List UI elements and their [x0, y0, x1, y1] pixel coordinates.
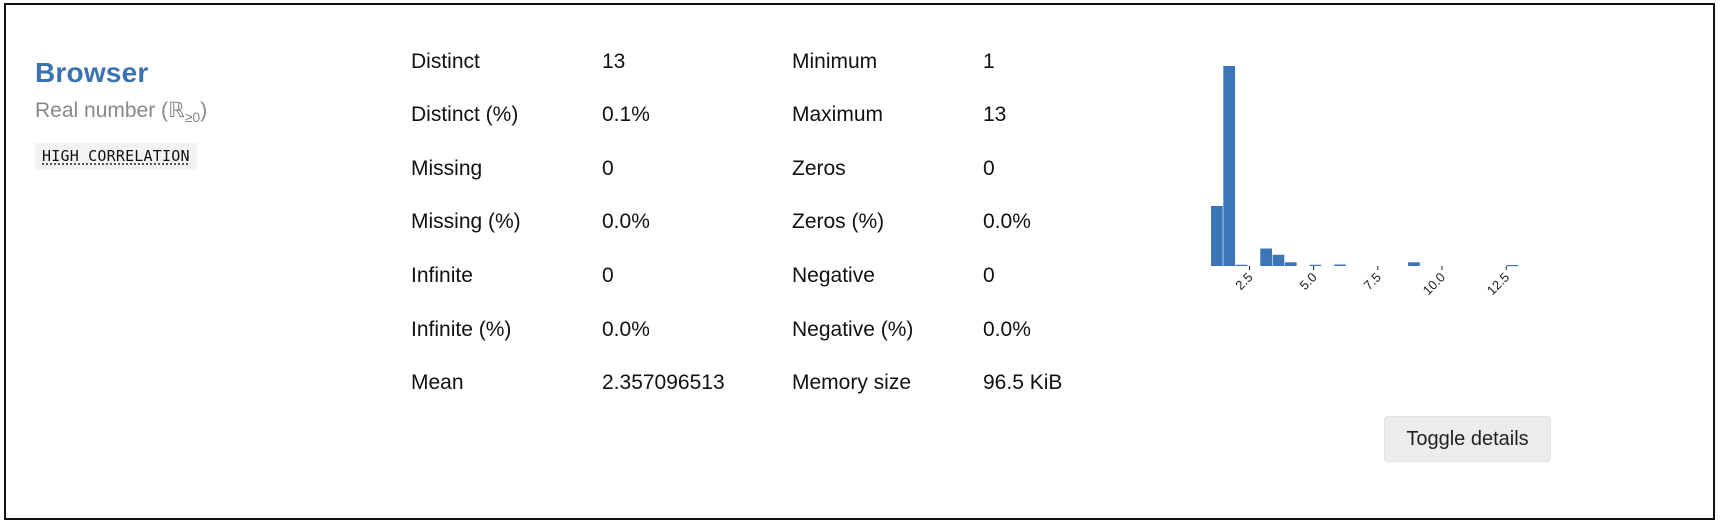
variable-card: Browser Real number (ℝ≥0) HIGH CORRELATI…	[4, 3, 1715, 520]
stat-value-negative-pct: 0.0%	[983, 318, 1031, 341]
x-tick-label: 5.0	[1296, 270, 1319, 293]
stat-value-zeros: 0	[983, 157, 995, 180]
stat-label-zeros: Zeros	[792, 157, 846, 180]
histogram-bar	[1334, 264, 1346, 266]
x-tick-label: 7.5	[1361, 270, 1384, 293]
histogram-chart[interactable]: 2.5 5.0 7.5 10.0 12.5	[1201, 50, 1531, 340]
variable-type-close: )	[200, 99, 208, 122]
histogram-bar	[1235, 264, 1248, 266]
variable-type-subscript: ≥0	[184, 109, 201, 126]
stat-label-infinite-pct: Infinite (%)	[411, 318, 512, 341]
stat-value-missing: 0	[602, 157, 614, 180]
stat-label-memory-size: Memory size	[792, 371, 912, 394]
histogram-bar	[1408, 262, 1420, 266]
x-tick-label: 2.5	[1232, 270, 1255, 293]
stat-value-maximum: 13	[983, 103, 1007, 126]
stat-label-minimum: Minimum	[792, 50, 878, 73]
stat-label-maximum: Maximum	[792, 103, 884, 126]
stat-value-distinct: 13	[602, 50, 626, 73]
high-correlation-badge[interactable]: HIGH CORRELATION	[35, 143, 197, 170]
histogram-x-axis: 2.5 5.0 7.5 10.0 12.5	[1232, 266, 1512, 298]
histogram-bar	[1272, 254, 1285, 266]
histogram-bar	[1284, 262, 1297, 266]
histogram-bar	[1211, 206, 1223, 266]
stat-label-distinct: Distinct	[411, 50, 480, 73]
histogram-bar	[1506, 265, 1519, 267]
stat-label-zeros-pct: Zeros (%)	[792, 210, 885, 233]
variable-name[interactable]: Browser	[35, 57, 149, 88]
histogram-bars	[1211, 66, 1519, 267]
stat-value-memory-size: 96.5 KiB	[983, 371, 1063, 394]
histogram-bar	[1309, 264, 1322, 266]
stat-value-negative: 0	[983, 264, 995, 287]
variable-type-symbol: ℝ	[168, 99, 185, 122]
stat-value-infinite: 0	[602, 264, 614, 287]
stat-label-missing: Missing	[411, 157, 483, 180]
stat-value-mean: 2.357096513	[602, 371, 725, 394]
stat-value-infinite-pct: 0.0%	[602, 318, 650, 341]
x-tick-label: 12.5	[1484, 270, 1513, 299]
stat-value-distinct-pct: 0.1%	[602, 103, 650, 126]
histogram-bar	[1260, 248, 1272, 266]
stat-label-negative: Negative	[792, 264, 875, 287]
toggle-details-button[interactable]: Toggle details	[1384, 416, 1551, 462]
x-tick-label: 10.0	[1420, 270, 1449, 299]
variable-type-label: Real number (	[35, 99, 169, 122]
stat-label-infinite: Infinite	[411, 264, 473, 287]
stat-value-minimum: 1	[983, 50, 995, 73]
stat-label-negative-pct: Negative (%)	[792, 318, 914, 341]
variable-type: Real number (ℝ≥0)	[35, 98, 207, 125]
stat-value-zeros-pct: 0.0%	[983, 210, 1031, 233]
stat-value-missing-pct: 0.0%	[602, 210, 650, 233]
stat-label-mean: Mean	[411, 371, 464, 394]
stat-label-missing-pct: Missing (%)	[411, 210, 521, 233]
stat-label-distinct-pct: Distinct (%)	[411, 103, 519, 126]
histogram-bar	[1223, 66, 1236, 266]
